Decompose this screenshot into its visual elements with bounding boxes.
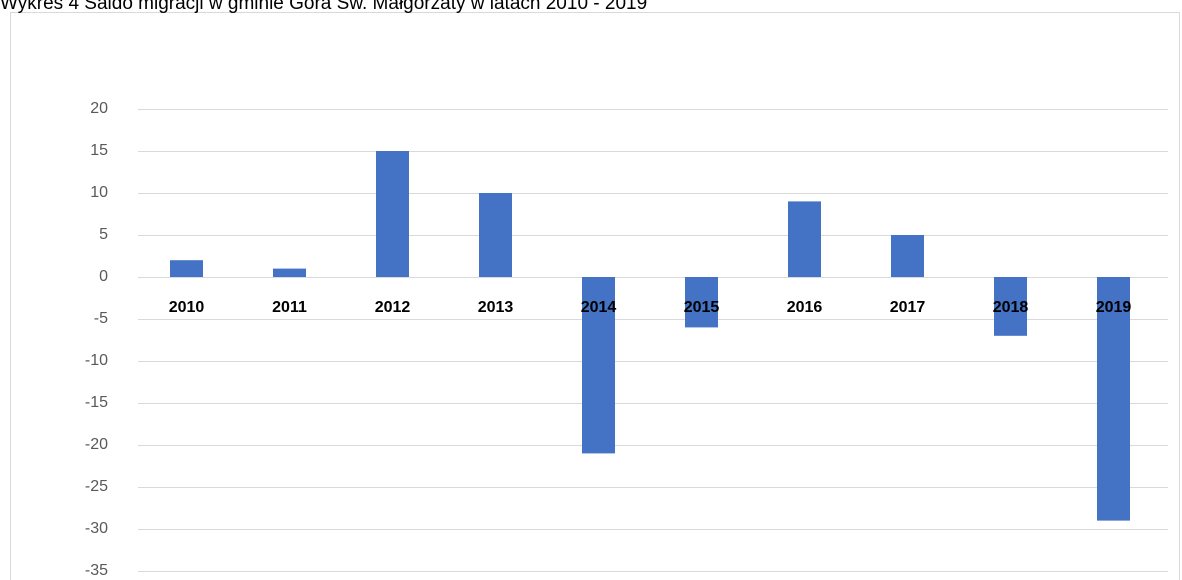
y-tick-label: 10: [90, 184, 108, 201]
chart-title: Wykres 4 Saldo migracji w gminie Góra Św…: [0, 0, 647, 14]
bar: [1097, 277, 1130, 521]
y-tick-label: -15: [85, 394, 108, 411]
bar: [582, 277, 615, 454]
bar: [788, 201, 821, 277]
x-tick-label: 2019: [1096, 299, 1132, 316]
y-tick-label: -25: [85, 478, 108, 495]
bar: [273, 268, 306, 277]
chart-border: [10, 12, 1180, 580]
x-tick-label: 2013: [478, 299, 514, 316]
x-tick-label: 2016: [787, 299, 823, 316]
bar: [685, 277, 718, 328]
x-tick-label: 2017: [890, 299, 926, 316]
x-tick-label: 2014: [581, 299, 617, 316]
bar: [891, 235, 924, 277]
y-tick-label: -30: [85, 520, 108, 537]
y-tick-label: 15: [90, 142, 108, 159]
bar: [170, 260, 203, 277]
y-tick-label: 5: [99, 226, 108, 243]
y-tick-label: -10: [85, 352, 108, 369]
x-tick-label: 2018: [993, 299, 1029, 316]
x-tick-label: 2012: [375, 299, 411, 316]
x-tick-label: 2011: [272, 299, 307, 316]
y-tick-label: -20: [85, 436, 108, 453]
x-tick-label: 2010: [169, 299, 205, 316]
bar: [994, 277, 1027, 336]
bar: [376, 151, 409, 277]
y-tick-label: 20: [90, 100, 108, 117]
y-tick-label: -35: [85, 562, 108, 579]
bar: [479, 193, 512, 277]
y-tick-label: -5: [94, 310, 108, 327]
y-tick-label: 0: [99, 268, 108, 285]
x-tick-label: 2015: [684, 299, 720, 316]
